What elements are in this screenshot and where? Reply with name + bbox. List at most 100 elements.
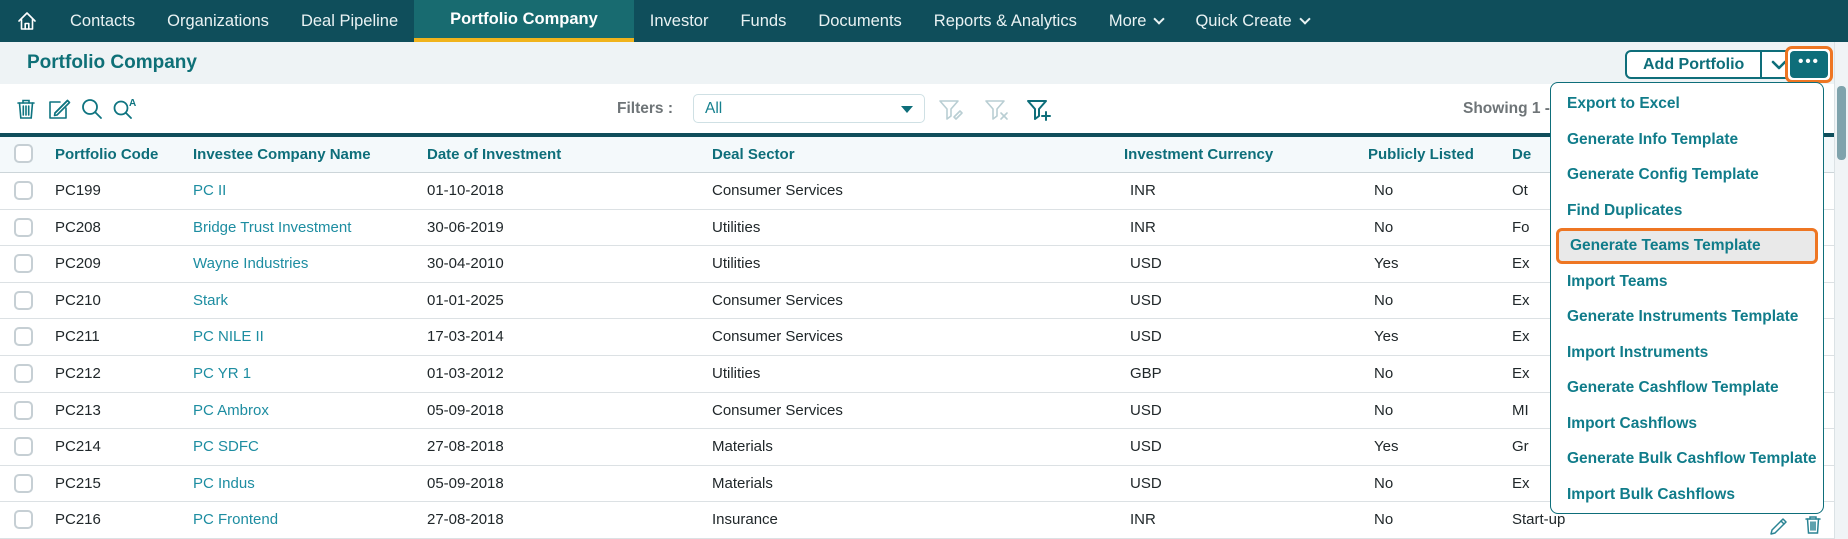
filter-clear-icon[interactable] [984,98,1008,122]
page-title: Portfolio Company [27,52,197,73]
advanced-search-icon[interactable]: A [112,97,136,121]
nav-item-more[interactable]: More [1093,0,1180,42]
nav-item-reports-analytics[interactable]: Reports & Analytics [918,0,1093,42]
menu-item-generate-instruments-template[interactable]: Generate Instruments Template [1567,308,1799,325]
table-row: PC208 Bridge Trust Investment 30-06-2019 Ut… [0,209,1834,247]
cell-publicly-listed: No [1374,401,1394,419]
row-delete-icon[interactable] [1802,514,1824,536]
cell-publicly-listed: No [1374,364,1394,382]
row-checkbox[interactable] [14,363,33,383]
cell-investment-currency: USD [1130,291,1162,309]
cell-portfolio-code: PC211 [55,328,100,346]
row-checkbox[interactable] [14,473,33,493]
nav-item-label: Deal Pipeline [300,11,399,30]
menu-item-import-instruments[interactable]: Import Instruments [1567,343,1709,361]
more-actions-menu: Export to Excel Generate Info Template Gen… [1550,82,1824,514]
menu-item-generate-bulk-cashflow-template[interactable]: Generate Bulk Cashflow Template [1567,450,1817,467]
cell-investee-name[interactable]: PC NILE II [193,328,264,346]
cell-investee-name[interactable]: PC SDFC [193,438,259,456]
row-edit-icon[interactable] [1768,515,1790,537]
row-checkbox[interactable] [14,254,33,274]
cell-investee-name[interactable]: PC Indus [193,474,255,492]
nav-item-contacts[interactable]: Contacts [54,0,151,42]
row-checkbox[interactable] [14,437,33,457]
nav-item-quick-create[interactable]: Quick Create [1179,0,1324,42]
menu-item-generate-cashflow-template[interactable]: Generate Cashflow Template [1567,379,1779,396]
nav-item-portfolio-company[interactable]: Portfolio Company [414,0,634,42]
add-portfolio-button[interactable]: Add Portfolio [1643,55,1745,73]
row-checkbox[interactable] [14,327,33,347]
cell-deal-type: Fo [1512,218,1530,236]
cell-investee-name[interactable]: PC YR 1 [193,364,252,382]
cell-portfolio-code: PC210 [55,291,101,309]
column-header-deal-type-partial[interactable]: De [1512,146,1532,163]
cell-investment-currency: USD [1130,438,1162,456]
cell-investee-name[interactable]: Stark [193,291,229,309]
nav-item-organizations[interactable]: Organizations [151,0,285,42]
row-checkbox[interactable] [14,400,33,420]
cell-investment-currency: INR [1130,182,1156,199]
row-checkbox[interactable] [14,290,33,310]
filter-edit-icon[interactable] [938,98,963,122]
column-header-investee-name[interactable]: Investee Company Name [193,146,371,163]
search-icon[interactable] [80,97,104,121]
column-header-deal-sector[interactable]: Deal Sector [712,146,795,163]
column-header-publicly-listed[interactable]: Publicly Listed [1368,146,1474,163]
cell-investment-currency: USD [1130,255,1162,273]
column-header-portfolio-code[interactable]: Portfolio Code [55,146,159,163]
grid-toolbar: A Filters : All Showing 1 - [0,84,1834,133]
menu-item-generate-config-template[interactable]: Generate Config Template [1567,166,1759,183]
menu-item-import-cashflows[interactable]: Import Cashflows [1567,414,1698,432]
cell-date-of-investment: 17-03-2014 [427,328,504,346]
menu-item-generate-info-template[interactable]: Generate Info Template [1567,130,1739,148]
showing-count-label: Showing 1 - [1463,100,1550,117]
cell-deal-type: Ex [1512,328,1530,346]
page-header: Portfolio Company Add Portfolio ••• [0,42,1848,84]
cell-investment-currency: INR [1130,511,1156,529]
edit-icon[interactable] [46,97,71,121]
vertical-scrollbar-track[interactable] [1834,42,1848,539]
cell-portfolio-code: PC199 [55,182,101,199]
menu-item-import-bulk-cashflows[interactable]: Import Bulk Cashflows [1567,485,1735,503]
table-header: Portfolio Code Investee Company Name Dat… [0,133,1834,173]
cell-investment-currency: USD [1130,401,1162,419]
row-checkbox[interactable] [14,217,33,237]
chevron-down-icon [1299,13,1311,25]
cell-deal-type: Ex [1512,474,1530,492]
row-checkbox[interactable] [14,510,33,530]
filter-select[interactable]: All [693,94,925,123]
row-checkbox[interactable] [14,181,33,200]
nav-item-label: Investor [649,11,709,30]
nav-item-deal-pipeline[interactable]: Deal Pipeline [285,0,414,42]
cell-deal-sector: Materials [712,474,773,492]
cell-publicly-listed: No [1374,474,1394,492]
delete-icon[interactable] [14,97,38,121]
menu-item-import-teams[interactable]: Import Teams [1567,272,1668,290]
cell-date-of-investment: 30-04-2010 [427,255,504,273]
table-row: PC211 PC NILE II 17-03-2014 Consumer Servic… [0,319,1834,356]
column-header-date-of-investment[interactable]: Date of Investment [427,146,562,163]
column-header-investment-currency[interactable]: Investment Currency [1124,146,1274,163]
filter-add-icon[interactable] [1026,98,1051,122]
more-actions-button[interactable]: ••• [1790,51,1828,78]
nav-item-investor[interactable]: Investor [634,0,725,42]
nav-item-documents[interactable]: Documents [802,0,917,42]
add-portfolio-dropdown-button[interactable] [1760,52,1796,77]
nav-item-funds[interactable]: Funds [724,0,802,42]
menu-item-find-duplicates[interactable]: Find Duplicates [1567,201,1683,219]
cell-investee-name[interactable]: PC II [193,182,227,199]
cell-investee-name[interactable]: PC Frontend [193,511,279,529]
cell-date-of-investment: 01-01-2025 [427,291,504,309]
cell-investee-name[interactable]: Wayne Industries [193,255,309,273]
cell-investee-name[interactable]: Bridge Trust Investment [193,218,352,236]
chevron-down-icon [1153,13,1166,25]
cell-deal-type: Ex [1512,255,1530,273]
cell-deal-sector: Consumer Services [712,182,843,199]
cell-publicly-listed: No [1374,182,1394,199]
menu-item-generate-teams-template[interactable]: Generate Teams Template [1556,228,1818,264]
menu-item-export-to-excel[interactable]: Export to Excel [1567,95,1680,112]
select-all-checkbox[interactable] [14,144,33,163]
home-button[interactable] [0,0,54,42]
vertical-scrollbar-thumb[interactable] [1837,86,1846,160]
cell-investee-name[interactable]: PC Ambrox [193,401,269,419]
